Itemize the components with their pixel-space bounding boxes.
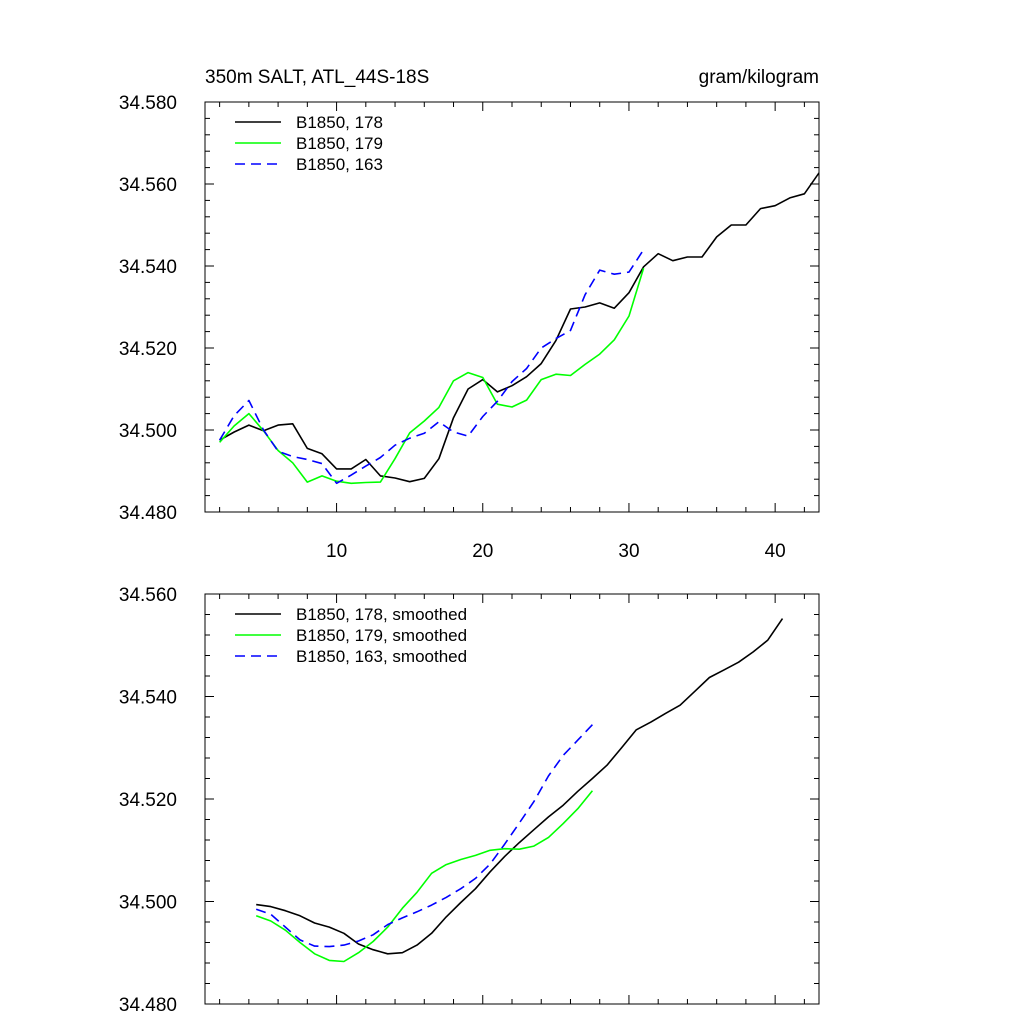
panel1-series-line-1 <box>219 172 819 483</box>
panel1-title: 350m SALT, ATL_44S-18S <box>205 67 429 88</box>
panel2-legend-label-1: B1850, 178, smoothed <box>296 605 467 624</box>
panel1-ytick-label: 34.480 <box>119 503 177 524</box>
panel1-series-line-2 <box>219 267 645 485</box>
panel1-ytick-label: 34.540 <box>119 257 177 278</box>
panel1-ytick-label: 34.580 <box>119 93 177 114</box>
panel2-legend-label-3: B1850, 163, smoothed <box>296 647 467 666</box>
panel1-series-group <box>218 172 819 485</box>
panel1-legend: B1850, 178 B1850, 179 B1850, 163 <box>235 113 383 174</box>
panel2-chart: 34.480 34.500 34.520 34.540 34.560 B1850, 178… <box>119 585 820 1016</box>
panel2-ytick-label: 34.480 <box>119 995 177 1016</box>
panel1-legend-label-2: B1850, 179 <box>296 134 383 153</box>
panel1-xtick-label: 20 <box>472 541 493 562</box>
panel2-ytick-label: 34.500 <box>119 893 177 914</box>
panel2-series-line-1 <box>256 618 784 955</box>
panel2-series-group <box>255 618 784 963</box>
panel2-ytick-label: 34.540 <box>119 688 177 709</box>
panel1-xtick-label: 30 <box>618 541 639 562</box>
panel2-series-line-3 <box>255 724 593 948</box>
panel2-ytick-label: 34.520 <box>119 790 177 811</box>
panel1-series-line-3 <box>218 249 645 485</box>
panel2-legend: B1850, 178, smoothed B1850, 179, smoothed… <box>235 605 467 666</box>
panel1-ytick-label: 34.500 <box>119 421 177 442</box>
panel1-legend-label-1: B1850, 178 <box>296 113 383 132</box>
panel1-units-label: gram/kilogram <box>699 67 819 88</box>
panel1-chart: 34.480 34.500 34.520 34.540 34.560 34.580 10 20… <box>119 67 820 562</box>
panel1-ytick-label: 34.520 <box>119 339 177 360</box>
panel2-series-line-2 <box>255 790 594 963</box>
panel2-legend-label-2: B1850, 179, smoothed <box>296 626 467 645</box>
panel1-ytick-label: 34.560 <box>119 175 177 196</box>
panel2-ytick-label: 34.560 <box>119 585 177 606</box>
panel1-xtick-label: 10 <box>326 541 347 562</box>
panel1-xtick-label: 40 <box>765 541 786 562</box>
panel1-legend-label-3: B1850, 163 <box>296 155 383 174</box>
